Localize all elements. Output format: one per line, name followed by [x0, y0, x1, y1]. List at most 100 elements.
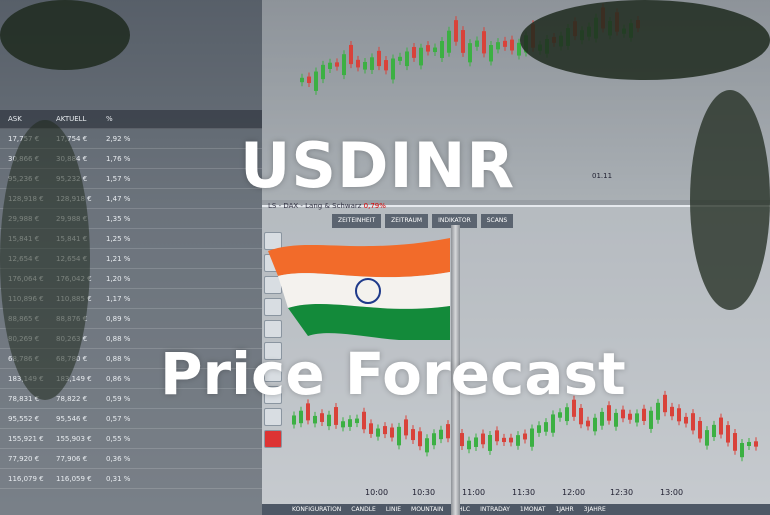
table-cell: 17,754 €	[56, 135, 88, 143]
table-cell: 183,149 €	[56, 375, 92, 383]
table-row: 116,079 € 116,059 € 0,31 %	[0, 470, 262, 489]
candle	[586, 420, 590, 427]
table-cell: 0,55 %	[106, 435, 131, 443]
table-cell: 0,59 %	[106, 395, 131, 403]
candle	[307, 76, 311, 83]
title-line-2: Price Forecast	[160, 340, 626, 408]
time-label: 12:00	[562, 488, 586, 497]
candle	[440, 41, 444, 58]
lock-icon[interactable]	[264, 364, 282, 382]
candle	[663, 394, 667, 413]
table-cell: 1,76 %	[106, 155, 131, 163]
tool-scans[interactable]: SCANS	[480, 214, 514, 228]
candle	[726, 425, 730, 443]
candle	[404, 419, 408, 436]
table-row: 95,552 € 95,546 € 0,57 %	[0, 410, 262, 429]
header-pct: %	[106, 115, 113, 123]
table-cell: 116,079 €	[8, 475, 44, 483]
candle	[412, 46, 416, 58]
time-label: 13:00	[660, 488, 684, 497]
candle	[712, 424, 716, 438]
candle	[481, 433, 485, 445]
candle	[719, 417, 723, 435]
tool-zeitraum[interactable]: ZEITRAUM	[385, 214, 429, 228]
chart-tab[interactable]: KONFIGURATION	[292, 506, 342, 513]
table-cell: 0,88 %	[106, 355, 131, 363]
instrument-name: LS - DAX - Lang & Schwarz	[268, 202, 362, 210]
chart-tab[interactable]: 3JAHRE	[583, 506, 606, 513]
chart-tab[interactable]: 1JAHR	[555, 506, 574, 513]
candle	[391, 58, 395, 80]
pen-icon[interactable]	[264, 342, 282, 360]
candle	[405, 51, 409, 67]
instrument-label: LS - DAX - Lang & Schwarz 0,79%	[268, 202, 386, 211]
table-cell: 0,31 %	[106, 475, 131, 483]
table-header: ASK AKTUELL %	[0, 110, 262, 129]
tool-zeiteinheit[interactable]: ZEITEINHEIT	[332, 214, 382, 228]
table-cell: 155,903 €	[56, 435, 92, 443]
candle	[313, 415, 317, 424]
candle	[468, 43, 472, 63]
zoom-icon[interactable]	[264, 320, 282, 338]
candle	[649, 410, 653, 429]
chart-tab[interactable]: LINIE	[385, 506, 402, 513]
table-cell: 95,552 €	[8, 415, 40, 423]
chart-tab[interactable]: 1MONAT	[519, 506, 546, 513]
candle	[754, 441, 758, 447]
time-label: 11:00	[462, 488, 486, 497]
table-cell: 0,86 %	[106, 375, 131, 383]
candle	[432, 433, 436, 446]
candle	[348, 419, 352, 427]
tree-foliage	[0, 120, 90, 400]
candle	[369, 423, 373, 434]
chart-tab[interactable]: OHLC	[453, 506, 471, 513]
table-cell: 155,921 €	[8, 435, 44, 443]
candle	[509, 437, 513, 443]
candle	[349, 44, 353, 65]
candle	[398, 56, 402, 61]
candle	[328, 62, 332, 69]
tool-indikator[interactable]: INDIKATOR	[432, 214, 477, 228]
table-cell: 0,57 %	[106, 415, 131, 423]
title-line-1: USDINR	[240, 129, 516, 202]
table-cell: 0,88 %	[106, 335, 131, 343]
chart-tab[interactable]: MOUNTAIN	[411, 506, 444, 513]
candle	[334, 407, 338, 425]
candle	[747, 441, 751, 446]
chart-tab[interactable]: INTRADAY	[480, 506, 510, 513]
candle	[461, 30, 465, 53]
candle	[482, 31, 486, 54]
candle	[419, 47, 423, 66]
candle	[320, 413, 324, 422]
candle	[628, 413, 632, 420]
candle	[656, 402, 660, 420]
candle	[733, 433, 737, 451]
candle	[565, 407, 569, 422]
undo-icon[interactable]	[264, 408, 282, 426]
candle	[510, 39, 514, 51]
line-icon[interactable]	[264, 298, 282, 316]
candle	[740, 443, 744, 458]
candle	[411, 429, 415, 441]
arrow-left-icon[interactable]	[264, 386, 282, 404]
time-label: 11:30	[512, 488, 536, 497]
table-cell: 1,47 %	[106, 195, 131, 203]
candle	[475, 40, 479, 47]
candle	[362, 411, 366, 430]
close-icon[interactable]	[264, 430, 282, 448]
instrument-change: 0,79%	[363, 202, 386, 210]
table-cell: 116,059 €	[56, 475, 92, 483]
table-cell: 95,546 €	[56, 415, 88, 423]
candle	[355, 418, 359, 424]
candle	[433, 47, 437, 53]
candle	[496, 42, 500, 50]
table-cell: 78,822 €	[56, 395, 88, 403]
chart-tab[interactable]: CANDLE	[351, 506, 376, 513]
candle	[489, 45, 493, 62]
candle	[335, 62, 339, 67]
tree-foliage	[690, 90, 770, 310]
candle	[530, 428, 534, 447]
table-cell: 77,906 €	[56, 455, 88, 463]
india-flag	[268, 238, 450, 340]
candle	[495, 430, 499, 442]
